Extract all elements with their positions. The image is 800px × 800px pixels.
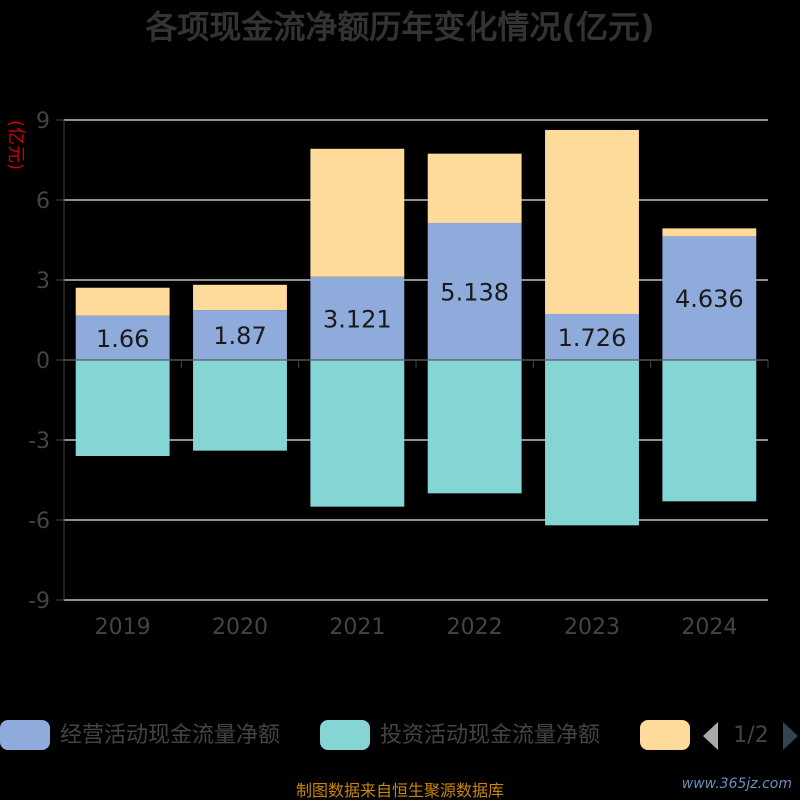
bar	[545, 360, 639, 526]
data-labels: 1.66 1.87 3.121 5.138 1.726 4.636	[96, 278, 744, 352]
y-tick-label: 0	[36, 349, 50, 374]
legend-label: 经营活动现金流量净额	[60, 723, 280, 748]
legend: 经营活动现金流量净额 投资活动现金流量净额	[0, 720, 690, 750]
x-tick-label: 2019	[95, 615, 151, 640]
legend-page-indicator: 1/2	[733, 723, 768, 748]
bar	[310, 360, 405, 507]
bar	[662, 360, 757, 502]
legend-next-icon[interactable]	[783, 722, 798, 750]
bar	[193, 360, 287, 451]
x-tick-label: 2023	[564, 615, 620, 640]
y-axis-unit-label: (亿元)	[5, 120, 26, 170]
y-tick-label: -9	[28, 589, 50, 614]
bar	[427, 222, 522, 360]
bar	[427, 360, 522, 494]
bar	[193, 310, 287, 360]
bar	[545, 313, 639, 360]
y-tick-label: -3	[28, 429, 50, 454]
legend-label: 投资活动现金流量净额	[380, 723, 600, 748]
data-label: 1.66	[96, 325, 149, 353]
bar	[75, 287, 170, 316]
y-tick-label: -6	[28, 509, 50, 534]
data-label: 3.121	[323, 305, 392, 333]
bar	[310, 148, 405, 277]
bar	[75, 315, 170, 360]
axes: 9 6 3 0 -3 -6 -9 2019 2020 2021 2022 2023 2024	[28, 109, 769, 640]
legend-swatch	[0, 720, 50, 750]
bar-series	[75, 129, 757, 526]
x-tick-label: 2021	[329, 615, 385, 640]
bar	[662, 228, 757, 237]
x-tick-label: 2022	[447, 615, 503, 640]
data-label: 5.138	[440, 278, 509, 306]
watermark: www.365jz.com	[682, 776, 792, 792]
bar	[75, 360, 170, 456]
bar	[193, 284, 287, 311]
legend-swatch	[640, 720, 690, 750]
data-label: 1.87	[213, 322, 266, 350]
x-tick-label: 2020	[212, 615, 268, 640]
y-tick-label: 3	[36, 269, 50, 294]
chart-title: 各项现金流净额历年变化情况(亿元)	[145, 8, 654, 46]
x-tick-label: 2024	[681, 615, 737, 640]
legend-swatch	[320, 720, 370, 750]
bar	[427, 153, 522, 223]
bar	[310, 276, 405, 360]
data-label: 4.636	[675, 285, 744, 313]
y-tick-label: 6	[36, 189, 50, 214]
y-tick-label: 9	[36, 109, 50, 134]
footer-source: 制图数据来自恒生聚源数据库	[296, 781, 504, 800]
bar	[545, 129, 639, 314]
legend-prev-icon[interactable]	[703, 722, 718, 750]
data-label: 1.726	[558, 324, 627, 352]
bar	[662, 236, 757, 360]
